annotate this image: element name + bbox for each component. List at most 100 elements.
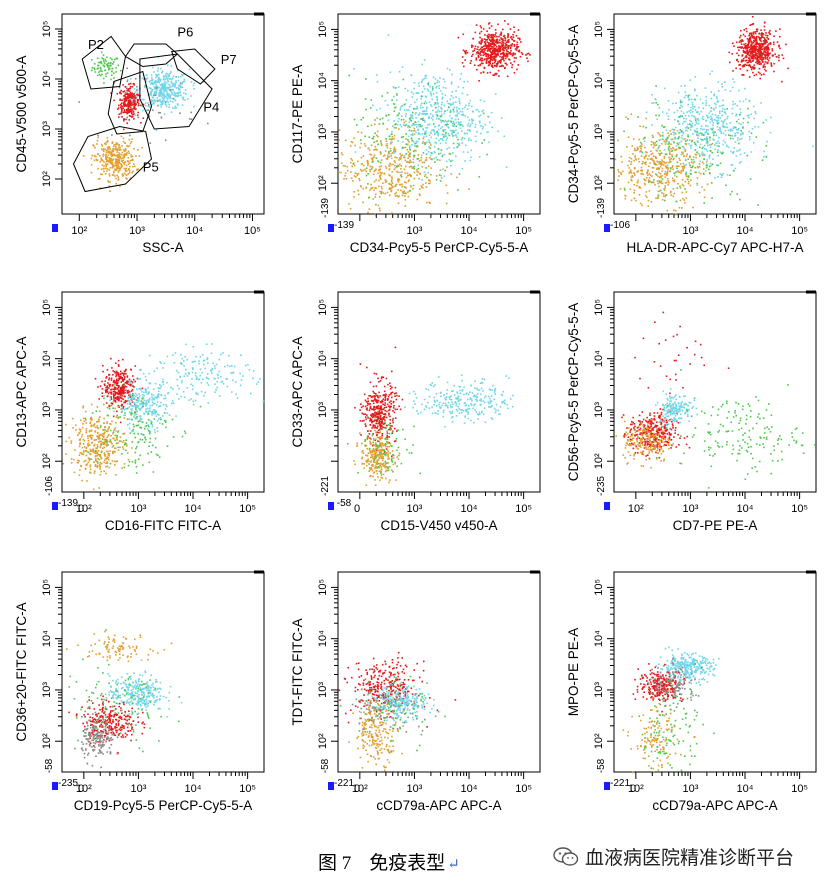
event-point (425, 113, 428, 115)
event-point (119, 169, 121, 171)
event-point (507, 23, 509, 25)
event-point (774, 53, 776, 55)
event-point (504, 42, 507, 45)
event-point (746, 56, 748, 58)
event-point (713, 94, 715, 97)
event-point (738, 89, 740, 92)
event-point (438, 85, 440, 87)
event-point (683, 199, 686, 201)
event-point (662, 195, 665, 197)
event-point (661, 159, 663, 161)
event-point (122, 386, 125, 388)
event-point (739, 68, 742, 70)
event-point (659, 162, 661, 164)
event-point (108, 405, 111, 408)
event-point (710, 127, 712, 130)
event-point (450, 121, 453, 123)
event-point (114, 372, 117, 374)
event-point (682, 145, 684, 148)
event-point (365, 170, 367, 173)
event-point (709, 154, 711, 157)
event-point (108, 377, 111, 379)
event-point (453, 125, 455, 128)
event-point (436, 115, 439, 118)
event-point (754, 51, 757, 54)
event-point (421, 63, 424, 66)
event-point (718, 112, 721, 114)
event-point (113, 77, 115, 79)
event-point (499, 61, 501, 63)
event-point (108, 387, 110, 389)
event-point (441, 133, 443, 136)
event-point (421, 113, 423, 115)
event-point (409, 189, 411, 192)
event-point (479, 114, 482, 117)
event-point (692, 162, 695, 165)
event-point (168, 106, 170, 108)
event-point (110, 379, 113, 381)
event-point (166, 381, 168, 384)
gate-p7 (171, 48, 216, 85)
event-point (175, 95, 177, 97)
event-point (416, 168, 418, 171)
event-point (740, 137, 743, 140)
event-point (705, 136, 708, 138)
event-point (504, 20, 506, 22)
event-point (770, 62, 772, 64)
event-point (135, 155, 137, 157)
event-point (400, 105, 403, 108)
event-point (437, 128, 440, 131)
event-point (145, 405, 147, 407)
event-point (151, 99, 153, 101)
event-point (703, 144, 706, 147)
event-point (677, 91, 680, 94)
event-point (725, 123, 728, 125)
event-point (736, 193, 738, 195)
event-point (122, 358, 124, 361)
event-point (405, 133, 407, 135)
event-point (408, 141, 410, 143)
event-point (746, 61, 749, 64)
event-point (171, 400, 174, 402)
event-point (479, 121, 481, 124)
event-point (500, 45, 502, 47)
event-point (160, 89, 162, 92)
event-point (644, 151, 647, 153)
event-point (391, 176, 393, 178)
event-point (518, 49, 520, 52)
event-point (406, 161, 408, 163)
event-point (495, 32, 497, 34)
event-point (762, 52, 764, 54)
event-point (446, 148, 448, 150)
event-point (171, 92, 173, 95)
event-point (455, 125, 458, 128)
event-point (96, 74, 99, 77)
event-point (402, 192, 404, 194)
event-point (695, 121, 697, 123)
event-point (487, 45, 489, 48)
event-point (430, 94, 433, 97)
event-point (464, 137, 466, 140)
event-point (493, 47, 495, 50)
event-point (112, 158, 114, 160)
event-point (499, 33, 501, 36)
event-point (672, 188, 675, 190)
event-point (742, 65, 744, 68)
event-point (391, 136, 394, 138)
event-point (392, 185, 395, 188)
event-point (376, 134, 378, 137)
event-point (650, 201, 653, 203)
event-point (130, 102, 133, 105)
event-point (639, 187, 642, 189)
event-point (502, 58, 504, 60)
event-point (115, 182, 117, 185)
event-point (106, 56, 108, 59)
event-point (406, 172, 409, 174)
event-point (123, 118, 125, 120)
event-point (150, 94, 153, 97)
event-point (107, 181, 110, 183)
event-point (127, 106, 130, 108)
event-point (362, 169, 365, 172)
event-point (369, 170, 371, 173)
event-point (715, 95, 718, 98)
